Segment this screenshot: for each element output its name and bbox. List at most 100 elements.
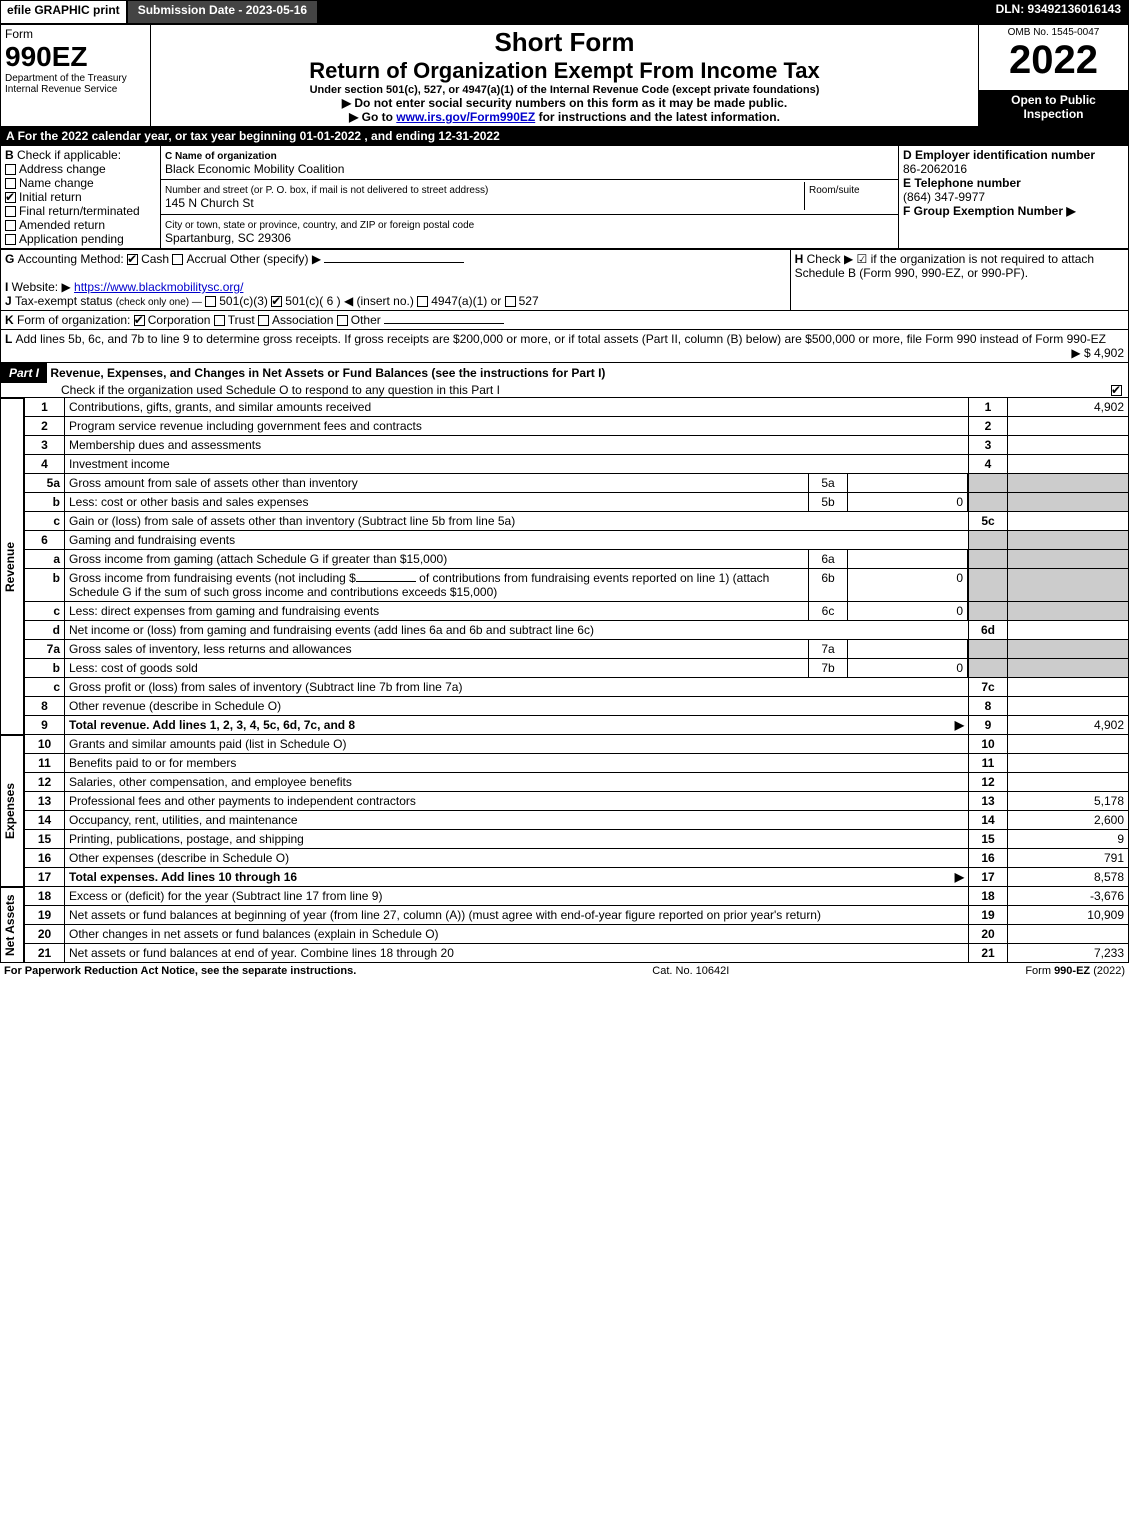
line-7a-mnum: 7a: [808, 640, 848, 658]
chk-association[interactable]: [258, 315, 269, 326]
line-12: 12Salaries, other compensation, and empl…: [24, 773, 1129, 792]
k-label: Form of organization:: [17, 313, 130, 327]
line-14: 14Occupancy, rent, utilities, and mainte…: [24, 811, 1129, 830]
line-6b-mval: 0: [848, 569, 968, 601]
line-6d-desc: Net income or (loss) from gaming and fun…: [65, 621, 968, 639]
line-20-rnum: 20: [968, 925, 1008, 943]
j-label: Tax-exempt status: [15, 294, 112, 308]
opt-final-return: Final return/terminated: [19, 204, 140, 218]
line-15-desc: Printing, publications, postage, and shi…: [65, 830, 968, 848]
line-11-desc: Benefits paid to or for members: [65, 754, 968, 772]
line-9-rnum: 9: [968, 716, 1008, 734]
line-13-desc: Professional fees and other payments to …: [65, 792, 968, 810]
line-17-rval: 8,578: [1008, 868, 1128, 886]
city-label: City or town, state or province, country…: [165, 220, 474, 231]
line-18-rval: -3,676: [1008, 887, 1128, 905]
line-7b-desc: Less: cost of goods sold: [65, 659, 808, 677]
l-text: Add lines 5b, 6c, and 7b to line 9 to de…: [15, 332, 1106, 346]
form-word: Form: [5, 27, 146, 41]
opt-corporation: Corporation: [148, 313, 211, 327]
i-label: Website: ▶: [12, 280, 71, 294]
side-net-assets: Net Assets: [0, 887, 24, 963]
line-6c-mnum: 6c: [808, 602, 848, 620]
opt-initial-return: Initial return: [19, 190, 82, 204]
chk-other-org[interactable]: [337, 315, 348, 326]
chk-initial-return[interactable]: [5, 192, 16, 203]
footer-right-post: (2022): [1090, 965, 1125, 977]
line-2-desc: Program service revenue including govern…: [65, 417, 968, 435]
chk-schedule-o[interactable]: [1111, 385, 1122, 396]
line-6d: dNet income or (loss) from gaming and fu…: [24, 621, 1129, 640]
opt-address-change: Address change: [19, 162, 106, 176]
chk-application-pending[interactable]: [5, 234, 16, 245]
short-form-title: Short Form: [155, 27, 974, 58]
line-k: K Form of organization: Corporation Trus…: [0, 311, 1129, 330]
line-13-rnum: 13: [968, 792, 1008, 810]
line-5b-desc: Less: cost or other basis and sales expe…: [65, 493, 808, 511]
line-6b: bGross income from fundraising events (n…: [24, 569, 1129, 602]
chk-name-change[interactable]: [5, 178, 16, 189]
omb-number: OMB No. 1545-0047: [983, 27, 1124, 38]
submission-date: Submission Date - 2023-05-16: [127, 0, 318, 24]
chk-corporation[interactable]: [134, 315, 145, 326]
line-7c-rnum: 7c: [968, 678, 1008, 696]
opt-other: Other (specify) ▶: [230, 252, 321, 266]
line-5b-mnum: 5b: [808, 493, 848, 511]
line-18: 18Excess or (deficit) for the year (Subt…: [24, 887, 1129, 906]
line-5a-desc: Gross amount from sale of assets other t…: [65, 474, 808, 492]
opt-accrual: Accrual: [186, 252, 226, 266]
opt-4947: 4947(a)(1) or: [431, 294, 501, 308]
chk-cash[interactable]: [127, 254, 138, 265]
line-a: A For the 2022 calendar year, or tax yea…: [0, 127, 1129, 145]
line-11-rval: [1008, 754, 1128, 772]
line-6: 6Gaming and fundraising events: [24, 531, 1129, 550]
line-16-rval: 791: [1008, 849, 1128, 867]
ein: 86-2062016: [903, 162, 967, 176]
line-l: L Add lines 5b, 6c, and 7b to line 9 to …: [0, 330, 1129, 363]
chk-4947[interactable]: [417, 296, 428, 307]
room-label: Room/suite: [809, 185, 860, 196]
line-14-desc: Occupancy, rent, utilities, and maintena…: [65, 811, 968, 829]
line-2-rnum: 2: [968, 417, 1008, 435]
dept-irs: Internal Revenue Service: [5, 84, 146, 95]
website-link[interactable]: https://www.blackmobilitysc.org/: [74, 280, 243, 294]
line-20-desc: Other changes in net assets or fund bala…: [65, 925, 968, 943]
line-6c: cLess: direct expenses from gaming and f…: [24, 602, 1129, 621]
dept-treasury: Department of the Treasury: [5, 73, 146, 84]
org-name: Black Economic Mobility Coalition: [165, 162, 344, 176]
line-6-desc: Gaming and fundraising events: [65, 531, 968, 549]
chk-501c3[interactable]: [205, 296, 216, 307]
goto-pre: ▶ Go to: [349, 110, 396, 124]
line-17-desc: Total expenses. Add lines 10 through 16: [69, 870, 297, 884]
chk-trust[interactable]: [214, 315, 225, 326]
chk-final-return[interactable]: [5, 206, 16, 217]
line-7c-rval: [1008, 678, 1128, 696]
opt-527: 527: [519, 294, 539, 308]
line-3-desc: Membership dues and assessments: [65, 436, 968, 454]
line-19-desc: Net assets or fund balances at beginning…: [65, 906, 968, 924]
opt-association: Association: [272, 313, 333, 327]
line-18-desc: Excess or (deficit) for the year (Subtra…: [65, 887, 968, 905]
opt-application-pending: Application pending: [19, 232, 124, 246]
chk-accrual[interactable]: [172, 254, 183, 265]
l-amount: ▶ $ 4,902: [1071, 346, 1124, 360]
line-6d-rval: [1008, 621, 1128, 639]
dln: DLN: 93492136016143: [988, 0, 1129, 24]
line-4-desc: Investment income: [65, 455, 968, 473]
chk-501c[interactable]: [271, 296, 282, 307]
line-14-rnum: 14: [968, 811, 1008, 829]
chk-527[interactable]: [505, 296, 516, 307]
line-6a-mnum: 6a: [808, 550, 848, 568]
efile-label[interactable]: efile GRAPHIC print: [0, 0, 127, 24]
opt-trust: Trust: [228, 313, 255, 327]
footer-left: For Paperwork Reduction Act Notice, see …: [4, 965, 356, 977]
tax-year: 2022: [983, 38, 1124, 83]
line-1: 1Contributions, gifts, grants, and simil…: [24, 398, 1129, 417]
line-12-desc: Salaries, other compensation, and employ…: [65, 773, 968, 791]
chk-amended-return[interactable]: [5, 220, 16, 231]
irs-link[interactable]: www.irs.gov/Form990EZ: [396, 110, 535, 124]
g-label: Accounting Method:: [18, 252, 124, 266]
chk-address-change[interactable]: [5, 164, 16, 175]
opt-name-change: Name change: [19, 176, 94, 190]
line-10: 10Grants and similar amounts paid (list …: [24, 735, 1129, 754]
